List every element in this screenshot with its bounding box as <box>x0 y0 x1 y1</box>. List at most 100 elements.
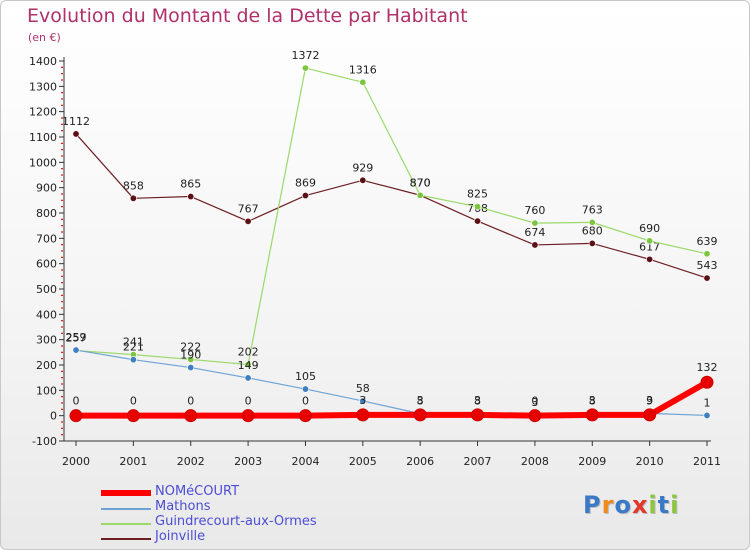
data-point-mathons <box>703 411 711 419</box>
y-tick-label: 300 <box>36 334 57 347</box>
data-label-joinville: 1112 <box>62 115 90 128</box>
y-minor-tick <box>61 180 63 182</box>
data-label-guindrecourt-aux-ormes: 1316 <box>349 63 377 76</box>
data-label-guindrecourt-aux-ormes: 639 <box>697 235 718 248</box>
data-label-nom-court: 0 <box>73 395 80 408</box>
data-point-joinville <box>359 176 367 184</box>
data-label-guindrecourt-aux-ormes: 222 <box>180 340 201 353</box>
data-point-guindrecourt-aux-ormes <box>703 250 711 258</box>
data-point-joinville <box>646 255 654 263</box>
y-minor-tick <box>61 155 63 157</box>
data-point-nom-court <box>241 409 255 423</box>
data-point-guindrecourt-aux-ormes <box>359 78 367 86</box>
proxiti-logo: Proxiti <box>583 491 680 519</box>
data-point-joinville <box>301 192 309 200</box>
y-minor-tick <box>61 345 63 347</box>
data-label-mathons: 8 <box>417 395 424 408</box>
series-line-nom-court <box>73 379 710 419</box>
data-label-mathons: 190 <box>180 349 201 362</box>
data-point-mathons <box>72 346 80 354</box>
y-minor-tick <box>61 301 63 303</box>
data-label-guindrecourt-aux-ormes: 763 <box>582 203 603 216</box>
data-point-guindrecourt-aux-ormes <box>646 237 654 245</box>
y-minor-tick <box>61 351 63 353</box>
data-label-joinville: 767 <box>238 202 259 215</box>
y-minor-tick <box>61 66 63 68</box>
x-tick-label: 2003 <box>234 455 262 468</box>
y-tick-label: 500 <box>36 283 57 296</box>
y-minor-tick <box>61 193 63 195</box>
y-minor-tick <box>61 92 63 94</box>
data-label-nom-court: 3 <box>417 394 424 407</box>
data-label-joinville: 617 <box>639 240 660 253</box>
data-label-mathons: 8 <box>589 395 596 408</box>
y-minor-tick <box>61 256 63 258</box>
y-minor-tick <box>61 396 63 398</box>
data-label-joinville: 543 <box>697 259 718 272</box>
data-point-joinville <box>244 217 252 225</box>
y-tick-label: 600 <box>36 258 57 271</box>
legend-label: Joinville <box>155 529 206 544</box>
y-minor-tick <box>61 98 63 100</box>
data-label-joinville: 680 <box>582 224 603 237</box>
data-point-mathons <box>301 385 309 393</box>
data-label-mathons: 58 <box>356 382 370 395</box>
y-minor-tick <box>61 149 63 151</box>
x-tick-label: 2001 <box>119 455 147 468</box>
data-label-guindrecourt-aux-ormes: 241 <box>123 336 144 349</box>
data-point-nom-court <box>69 409 83 423</box>
y-minor-tick <box>61 275 63 277</box>
data-label-guindrecourt-aux-ormes: 870 <box>410 176 431 189</box>
data-label-joinville: 865 <box>180 178 201 191</box>
data-point-nom-court <box>413 408 427 422</box>
data-point-guindrecourt-aux-ormes <box>416 191 424 199</box>
y-minor-tick <box>61 307 63 309</box>
data-label-mathons: 3 <box>531 396 538 409</box>
data-label-nom-court: 0 <box>531 395 538 408</box>
legend-swatch <box>101 523 151 525</box>
legend-label: Guindrecourt-aux-Ormes <box>155 514 317 529</box>
y-minor-tick <box>61 358 63 360</box>
y-minor-tick <box>61 377 63 379</box>
data-label-mathons: 259 <box>66 331 87 344</box>
legend-label: Mathons <box>155 499 211 514</box>
data-point-nom-court <box>126 409 140 423</box>
y-tick-label: 1100 <box>29 131 57 144</box>
y-minor-tick <box>61 326 63 328</box>
y-minor-tick <box>61 402 63 404</box>
series-line-mathons <box>75 349 708 417</box>
data-label-nom-court: 0 <box>245 395 252 408</box>
y-minor-tick <box>61 174 63 176</box>
y-minor-tick <box>61 427 63 429</box>
y-tick-label: 1200 <box>29 106 57 119</box>
y-minor-tick <box>61 218 63 220</box>
data-point-guindrecourt-aux-ormes <box>244 360 252 368</box>
y-minor-tick <box>61 123 63 125</box>
data-point-joinville <box>703 274 711 282</box>
x-tick-label: 2005 <box>349 455 377 468</box>
x-tick-label: 2010 <box>636 455 664 468</box>
legend-swatch <box>101 538 151 540</box>
data-point-nom-court <box>528 409 542 423</box>
y-minor-tick <box>61 142 63 144</box>
y-minor-tick <box>61 383 63 385</box>
y-minor-tick <box>61 79 63 81</box>
y-tick-label: 900 <box>36 182 57 195</box>
legend-label: NOMéCOURT <box>155 484 240 499</box>
x-tick-label: 2007 <box>464 455 492 468</box>
y-minor-tick <box>61 269 63 271</box>
y-minor-tick <box>61 130 63 132</box>
data-point-nom-court <box>585 408 599 422</box>
data-label-mathons: 105 <box>295 370 316 383</box>
data-point-guindrecourt-aux-ormes <box>531 219 539 227</box>
data-point-nom-court <box>298 409 312 423</box>
data-label-joinville: 674 <box>524 226 545 239</box>
y-minor-tick <box>61 231 63 233</box>
data-label-nom-court: 0 <box>130 395 137 408</box>
y-minor-tick <box>61 206 63 208</box>
data-point-nom-court <box>471 408 485 422</box>
data-label-nom-court: 3 <box>589 394 596 407</box>
data-point-mathons <box>244 374 252 382</box>
y-tick-label: 1300 <box>29 80 57 93</box>
x-tick-label: 2000 <box>62 455 90 468</box>
